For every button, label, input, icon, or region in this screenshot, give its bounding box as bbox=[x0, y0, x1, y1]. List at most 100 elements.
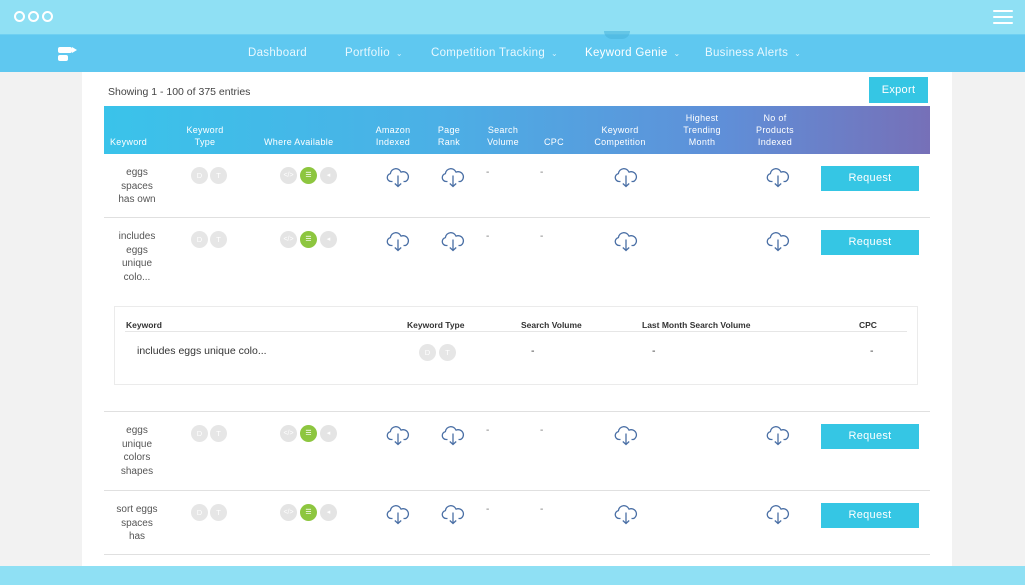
col-header-cpc[interactable]: CPC bbox=[544, 137, 564, 147]
search-volume-value: - bbox=[486, 425, 490, 436]
table-row[interactable]: sort eggs spaces has D T </> ☰ ◂ - - Reque… bbox=[104, 492, 930, 555]
megaphone-icon[interactable]: ◂ bbox=[320, 231, 337, 248]
list-icon[interactable]: ☰ bbox=[300, 425, 317, 442]
col-header-search-volume[interactable]: Search Volume bbox=[487, 125, 519, 147]
request-button[interactable]: Request bbox=[821, 166, 919, 191]
products-indexed-cloud-download-icon[interactable] bbox=[766, 424, 790, 446]
window-controls[interactable] bbox=[14, 11, 53, 22]
col-header-where-available[interactable]: Where Available bbox=[264, 137, 334, 147]
list-icon[interactable]: ☰ bbox=[300, 167, 317, 184]
keyword-table-panel: Showing 1 - 100 of 375 entries Export Ke… bbox=[82, 72, 952, 585]
code-icon[interactable]: </> bbox=[280, 504, 297, 521]
window-control-dot[interactable] bbox=[28, 11, 39, 22]
col-header-keyword[interactable]: Keyword bbox=[110, 137, 148, 147]
keyword-type-d-badge: D bbox=[191, 504, 208, 521]
code-icon[interactable]: </> bbox=[280, 425, 297, 442]
chevron-down-icon: ⌄ bbox=[551, 49, 559, 58]
keyword-competition-cloud-download-icon[interactable] bbox=[614, 166, 638, 188]
row-keyword: includes eggs unique colo... bbox=[118, 231, 156, 283]
search-volume-value: - bbox=[486, 167, 490, 178]
page-rank-cloud-download-icon[interactable] bbox=[441, 503, 465, 525]
products-indexed-cloud-download-icon[interactable] bbox=[766, 503, 790, 525]
col-header-highest-trending-month[interactable]: Highest Trending Month bbox=[683, 113, 721, 147]
table-row-expanded[interactable]: includes eggs unique colo... D T </> ☰ ◂ - … bbox=[104, 219, 930, 412]
keyword-type-d-badge: D bbox=[191, 231, 208, 248]
keyword-competition-cloud-download-icon[interactable] bbox=[614, 503, 638, 525]
export-button[interactable]: Export bbox=[869, 77, 928, 103]
detail-keyword-value: includes eggs unique colo... bbox=[137, 345, 267, 357]
keyword-competition-cloud-download-icon[interactable] bbox=[614, 424, 638, 446]
products-indexed-cloud-download-icon[interactable] bbox=[766, 230, 790, 252]
keyword-type-t-badge: T bbox=[210, 167, 227, 184]
detail-header-search-volume: Search Volume bbox=[521, 320, 582, 330]
col-header-no-of-products-indexed[interactable]: No of Products Indexed bbox=[756, 113, 794, 147]
detail-last-month-search-volume-value: - bbox=[652, 345, 656, 357]
detail-header-keyword: Keyword bbox=[126, 320, 162, 330]
nav-item-dashboard[interactable]: Dashboard bbox=[248, 47, 307, 59]
main-nav: Dashboard Portfolio ⌄ Competition Trackin… bbox=[0, 31, 1025, 72]
code-icon[interactable]: </> bbox=[280, 167, 297, 184]
cpc-value: - bbox=[540, 231, 544, 242]
amazon-indexed-cloud-download-icon[interactable] bbox=[386, 166, 410, 188]
products-indexed-cloud-download-icon[interactable] bbox=[766, 166, 790, 188]
nav-item-label: Portfolio bbox=[345, 47, 390, 59]
keyword-type-t-badge: T bbox=[210, 425, 227, 442]
col-header-page-rank[interactable]: Page Rank bbox=[437, 125, 461, 147]
keyword-competition-cloud-download-icon[interactable] bbox=[614, 230, 638, 252]
window-control-dot[interactable] bbox=[14, 11, 25, 22]
keyword-type-d-badge: D bbox=[191, 167, 208, 184]
list-icon[interactable]: ☰ bbox=[300, 504, 317, 521]
hamburger-menu-icon[interactable] bbox=[993, 10, 1013, 24]
nav-notch-decoration bbox=[604, 31, 630, 39]
detail-header-keyword-type: Keyword Type bbox=[407, 320, 465, 330]
keyword-type-d-badge: D bbox=[191, 425, 208, 442]
table-header: Keyword Keyword Type Where Available Amaz… bbox=[104, 106, 930, 154]
nav-item-label: Dashboard bbox=[248, 47, 307, 59]
nav-item-label: Competition Tracking bbox=[431, 47, 546, 59]
amazon-indexed-cloud-download-icon[interactable] bbox=[386, 503, 410, 525]
chevron-down-icon: ⌄ bbox=[673, 49, 681, 58]
table-row[interactable]: eggs unique colors shapes D T </> ☰ ◂ - - R… bbox=[104, 413, 930, 491]
col-header-amazon-indexed[interactable]: Amazon Indexed bbox=[375, 125, 411, 147]
request-button[interactable]: Request bbox=[821, 230, 919, 255]
chevron-down-icon: ⌄ bbox=[395, 49, 403, 58]
keyword-type-d-badge: D bbox=[419, 344, 436, 361]
megaphone-icon[interactable]: ◂ bbox=[320, 425, 337, 442]
keyword-type-t-badge: T bbox=[210, 504, 227, 521]
nav-item-label: Keyword Genie bbox=[585, 47, 668, 59]
cpc-value: - bbox=[540, 425, 544, 436]
code-icon[interactable]: </> bbox=[280, 231, 297, 248]
detail-header-last-month-search-volume: Last Month Search Volume bbox=[642, 320, 751, 330]
col-header-keyword-type[interactable]: Keyword Type bbox=[186, 125, 224, 147]
megaphone-icon[interactable]: ◂ bbox=[320, 504, 337, 521]
page-rank-cloud-download-icon[interactable] bbox=[441, 424, 465, 446]
amazon-indexed-cloud-download-icon[interactable] bbox=[386, 424, 410, 446]
page-rank-cloud-download-icon[interactable] bbox=[441, 230, 465, 252]
request-button[interactable]: Request bbox=[821, 503, 919, 528]
list-icon[interactable]: ☰ bbox=[300, 231, 317, 248]
col-header-keyword-competition[interactable]: Keyword Competition bbox=[594, 125, 646, 147]
request-button[interactable]: Request bbox=[821, 424, 919, 449]
page-rank-cloud-download-icon[interactable] bbox=[441, 166, 465, 188]
nav-item-business-alerts[interactable]: Business Alerts ⌄ bbox=[705, 47, 801, 59]
nav-item-competition-tracking[interactable]: Competition Tracking ⌄ bbox=[431, 47, 558, 59]
megaphone-icon[interactable]: ◂ bbox=[320, 167, 337, 184]
amazon-indexed-cloud-download-icon[interactable] bbox=[386, 230, 410, 252]
row-keyword: eggs unique colors shapes bbox=[120, 425, 154, 477]
window-titlebar bbox=[0, 0, 1025, 34]
row-keyword: sort eggs spaces has bbox=[116, 504, 158, 542]
entries-count: Showing 1 - 100 of 375 entries bbox=[108, 86, 251, 98]
detail-cpc-value: - bbox=[870, 345, 874, 357]
detail-search-volume-value: - bbox=[531, 345, 535, 357]
detail-divider bbox=[125, 331, 907, 332]
cpc-value: - bbox=[540, 504, 544, 515]
keyword-type-t-badge: T bbox=[210, 231, 227, 248]
nav-item-keyword-genie[interactable]: Keyword Genie ⌄ bbox=[585, 47, 681, 59]
keyword-detail-panel: Keyword Keyword Type Search Volume Last … bbox=[114, 306, 918, 385]
app-logo-icon[interactable] bbox=[58, 47, 78, 63]
table-row[interactable]: eggs spaces has own D T </> ☰ ◂ - - Reques… bbox=[104, 154, 930, 218]
row-keyword: eggs spaces has own bbox=[118, 167, 156, 205]
nav-item-portfolio[interactable]: Portfolio ⌄ bbox=[345, 47, 403, 59]
window-bottom-bar bbox=[0, 566, 1025, 585]
window-control-dot[interactable] bbox=[42, 11, 53, 22]
